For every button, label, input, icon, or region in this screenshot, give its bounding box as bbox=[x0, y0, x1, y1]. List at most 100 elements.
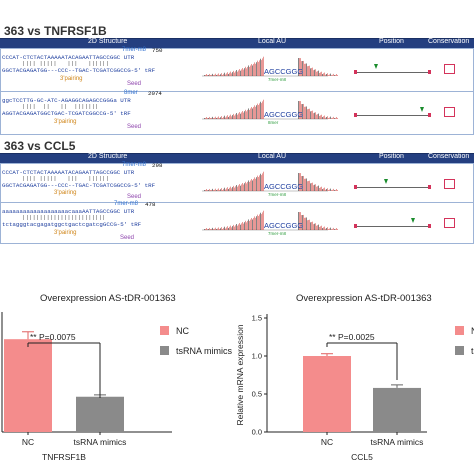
au-bar bbox=[332, 74, 333, 76]
au-bar bbox=[215, 73, 216, 76]
header-local-au: Local AU bbox=[258, 153, 287, 160]
bar-chart-ccl5: 0.0 0.5 1.0 1.5 Relative mRNA expression NC ts… bbox=[237, 314, 474, 463]
au-caption: 7mer-m8 bbox=[268, 231, 286, 236]
au-bar bbox=[324, 187, 325, 191]
au-bar bbox=[238, 185, 239, 191]
au-bar bbox=[314, 184, 315, 191]
au-bar bbox=[315, 112, 316, 119]
au-bar bbox=[334, 118, 335, 119]
au-bar bbox=[298, 173, 299, 191]
site-block bbox=[0, 91, 474, 135]
au-bar bbox=[305, 178, 306, 191]
au-bar bbox=[210, 75, 211, 76]
seed-label: Seed bbox=[120, 235, 135, 241]
au-bar bbox=[250, 108, 251, 119]
au-bar bbox=[302, 215, 303, 230]
table-header: 2D Structure Local AU Position Conservat… bbox=[0, 153, 474, 163]
au-bar bbox=[226, 188, 227, 191]
y-tick-label: 1.0 bbox=[252, 352, 262, 361]
au-bar bbox=[298, 101, 299, 119]
au-bar bbox=[318, 70, 319, 76]
au-bar bbox=[235, 186, 236, 191]
site-number: 2074 bbox=[148, 90, 162, 97]
au-bar bbox=[250, 219, 251, 230]
au-bar bbox=[215, 227, 216, 230]
au-bar bbox=[251, 106, 252, 119]
seed-label: Seed bbox=[127, 124, 142, 130]
au-bar bbox=[245, 66, 246, 76]
au-bar bbox=[325, 228, 326, 230]
au-bar bbox=[247, 181, 248, 191]
au-bar bbox=[239, 112, 240, 119]
au-bar bbox=[223, 73, 224, 76]
au-bar bbox=[216, 75, 217, 76]
pairing-label: 3'pairing bbox=[60, 76, 83, 82]
au-bar bbox=[326, 116, 327, 119]
au-bar bbox=[222, 74, 223, 76]
au-bar bbox=[218, 116, 219, 119]
au-bar bbox=[207, 190, 208, 191]
seed-label: Seed bbox=[127, 194, 142, 200]
au-bar bbox=[243, 69, 244, 76]
position-line bbox=[355, 187, 429, 188]
au-bar bbox=[258, 105, 259, 119]
au-bar bbox=[218, 73, 219, 76]
au-bar bbox=[312, 67, 313, 76]
au-bar bbox=[259, 60, 260, 76]
au-bar bbox=[212, 73, 213, 76]
au-bar bbox=[248, 180, 249, 191]
au-bar bbox=[322, 228, 323, 230]
au-bar bbox=[310, 222, 311, 230]
au-bar bbox=[304, 63, 305, 76]
au-bar bbox=[301, 176, 302, 191]
pairing-marks: |||| || || ||||||| bbox=[22, 103, 99, 110]
au-bar bbox=[256, 216, 257, 230]
au-bar bbox=[229, 115, 230, 119]
bar bbox=[4, 339, 52, 432]
au-bar bbox=[223, 116, 224, 119]
au-bar bbox=[219, 118, 220, 119]
site-number: 478 bbox=[145, 201, 156, 208]
legend-swatch bbox=[455, 326, 464, 335]
au-bar bbox=[299, 101, 300, 119]
au-bar bbox=[319, 115, 320, 119]
au-bar bbox=[325, 117, 326, 119]
au-bar bbox=[241, 223, 242, 230]
legend-label: NC bbox=[471, 326, 474, 336]
au-bar bbox=[216, 118, 217, 119]
conservation-box bbox=[444, 179, 455, 189]
au-bar bbox=[233, 70, 234, 76]
au-bar bbox=[208, 74, 209, 76]
au-bar bbox=[300, 173, 301, 191]
legend-label: tsRNA mimics bbox=[471, 346, 474, 356]
au-bar bbox=[217, 228, 218, 230]
au-bar bbox=[304, 217, 305, 230]
utr-label: UTR bbox=[123, 54, 135, 61]
au-bar bbox=[248, 108, 249, 119]
au-bar bbox=[260, 58, 261, 76]
au-bar bbox=[210, 118, 211, 119]
au-bar bbox=[323, 227, 324, 230]
au-bar bbox=[321, 225, 322, 230]
au-bar bbox=[246, 183, 247, 191]
au-bar bbox=[206, 116, 207, 119]
au-bar bbox=[327, 73, 328, 76]
au-bar bbox=[235, 71, 236, 76]
au-bar bbox=[237, 114, 238, 119]
au-bar bbox=[214, 189, 215, 191]
au-bar bbox=[307, 66, 308, 76]
legend-swatch bbox=[160, 326, 169, 335]
au-bar bbox=[251, 217, 252, 230]
au-bar bbox=[316, 225, 317, 230]
au-bar bbox=[240, 113, 241, 119]
header-position: Position bbox=[379, 153, 404, 160]
au-bar bbox=[208, 117, 209, 119]
au-bar bbox=[311, 67, 312, 76]
au-bar bbox=[328, 118, 329, 119]
au-bar bbox=[335, 189, 336, 191]
au-bar bbox=[236, 70, 237, 76]
au-bar bbox=[308, 180, 309, 191]
header-structure: 2D Structure bbox=[88, 153, 128, 160]
position-end-marker bbox=[354, 70, 357, 74]
